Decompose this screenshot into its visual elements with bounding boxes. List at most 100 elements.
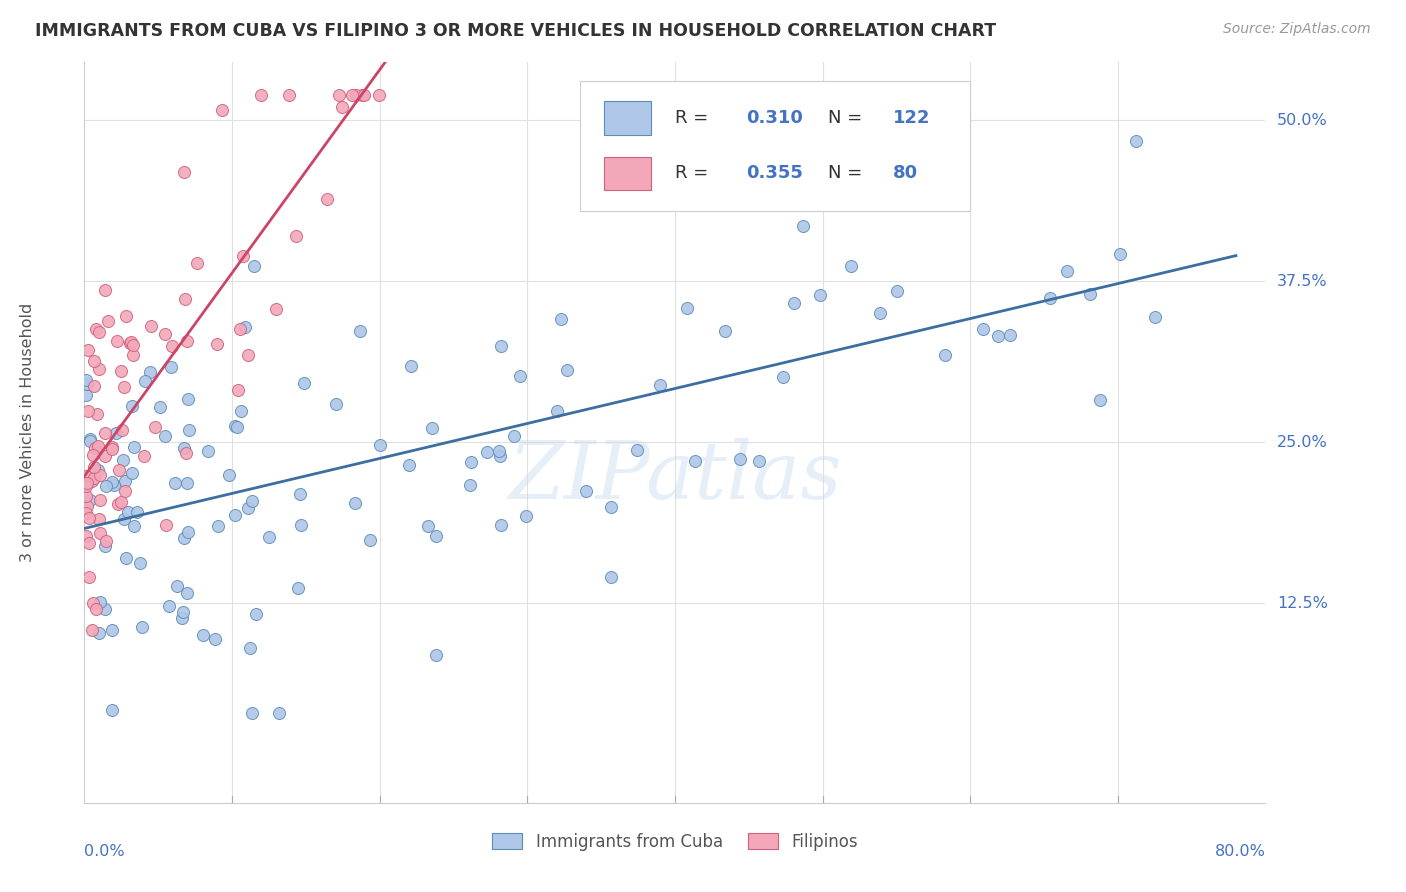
Point [575, 484, 598, 499]
Text: 25.0%: 25.0% [1277, 434, 1327, 450]
Point [458, 478, 481, 492]
Legend: Immigrants from Cuba, Filipinos: Immigrants from Cuba, Filipinos [485, 826, 865, 857]
Text: 0.0%: 0.0% [84, 844, 125, 858]
Point [83, 459, 105, 474]
Point [110, 495, 132, 509]
Point [1109, 246, 1132, 260]
Text: 80.0%: 80.0% [1215, 844, 1265, 858]
Point [75, 506, 97, 520]
Point [89, 362, 111, 376]
Point [79, 432, 101, 446]
Point [111, 453, 134, 467]
Point [117, 505, 139, 519]
Point [177, 525, 200, 540]
Point [550, 311, 572, 326]
Point [155, 517, 177, 532]
Point [170, 611, 193, 625]
Point [315, 192, 337, 206]
Point [240, 494, 263, 508]
Point [211, 103, 233, 117]
Point [344, 87, 367, 102]
Point [153, 326, 176, 341]
Point [399, 359, 422, 373]
Point [141, 318, 163, 333]
Point [89, 467, 111, 482]
Point [368, 87, 391, 102]
Point [177, 392, 200, 407]
Point [226, 383, 249, 397]
Point [368, 438, 391, 452]
Point [101, 624, 124, 638]
Point [683, 454, 706, 468]
Point [82, 448, 104, 462]
Point [86, 407, 108, 421]
Point [546, 404, 568, 418]
Point [489, 339, 512, 353]
Point [176, 334, 198, 349]
Point [236, 348, 259, 362]
Point [122, 338, 145, 352]
Text: 0.355: 0.355 [745, 164, 803, 183]
Point [173, 441, 195, 455]
Text: ZIPatlas: ZIPatlas [508, 438, 842, 516]
Point [197, 443, 219, 458]
Point [173, 165, 195, 179]
Point [177, 423, 200, 437]
Point [359, 533, 381, 547]
Point [173, 531, 195, 545]
Point [257, 530, 280, 544]
Point [860, 186, 883, 201]
Text: 80: 80 [893, 164, 918, 183]
Point [1125, 134, 1147, 148]
Point [94, 425, 117, 440]
Point [160, 360, 183, 375]
Point [1038, 291, 1060, 305]
Point [100, 475, 122, 490]
Point [972, 322, 994, 336]
Point [488, 443, 510, 458]
Point [77, 510, 100, 524]
Point [75, 529, 97, 543]
Point [277, 87, 299, 102]
Point [79, 434, 101, 448]
Point [86, 322, 108, 336]
Point [267, 706, 290, 720]
Point [328, 87, 350, 102]
Point [131, 620, 153, 634]
Point [83, 442, 105, 456]
Point [97, 313, 120, 327]
Point [792, 219, 814, 233]
Point [839, 260, 862, 274]
Point [122, 440, 145, 454]
Point [114, 309, 136, 323]
Point [76, 500, 98, 514]
Point [87, 325, 110, 339]
Point [229, 322, 252, 336]
Point [489, 517, 512, 532]
Point [934, 348, 956, 362]
Text: IMMIGRANTS FROM CUBA VS FILIPINO 3 OR MORE VEHICLES IN HOUSEHOLD CORRELATION CHA: IMMIGRANTS FROM CUBA VS FILIPINO 3 OR MO… [35, 22, 997, 40]
Point [134, 374, 156, 388]
Point [108, 463, 131, 477]
Point [87, 512, 110, 526]
Point [730, 451, 752, 466]
Point [239, 640, 262, 655]
Point [204, 632, 226, 646]
Point [155, 429, 177, 443]
Text: 0.310: 0.310 [745, 109, 803, 127]
Point [77, 570, 100, 584]
Point [290, 518, 312, 533]
Point [112, 512, 135, 526]
Point [240, 706, 263, 720]
Point [349, 324, 371, 338]
Text: N =: N = [828, 164, 869, 183]
Point [232, 249, 254, 263]
Point [243, 259, 266, 273]
Point [107, 497, 129, 511]
Point [89, 595, 111, 609]
Point [82, 596, 104, 610]
Point [94, 534, 117, 549]
Point [1144, 310, 1167, 325]
Point [121, 399, 143, 413]
Point [94, 450, 117, 464]
